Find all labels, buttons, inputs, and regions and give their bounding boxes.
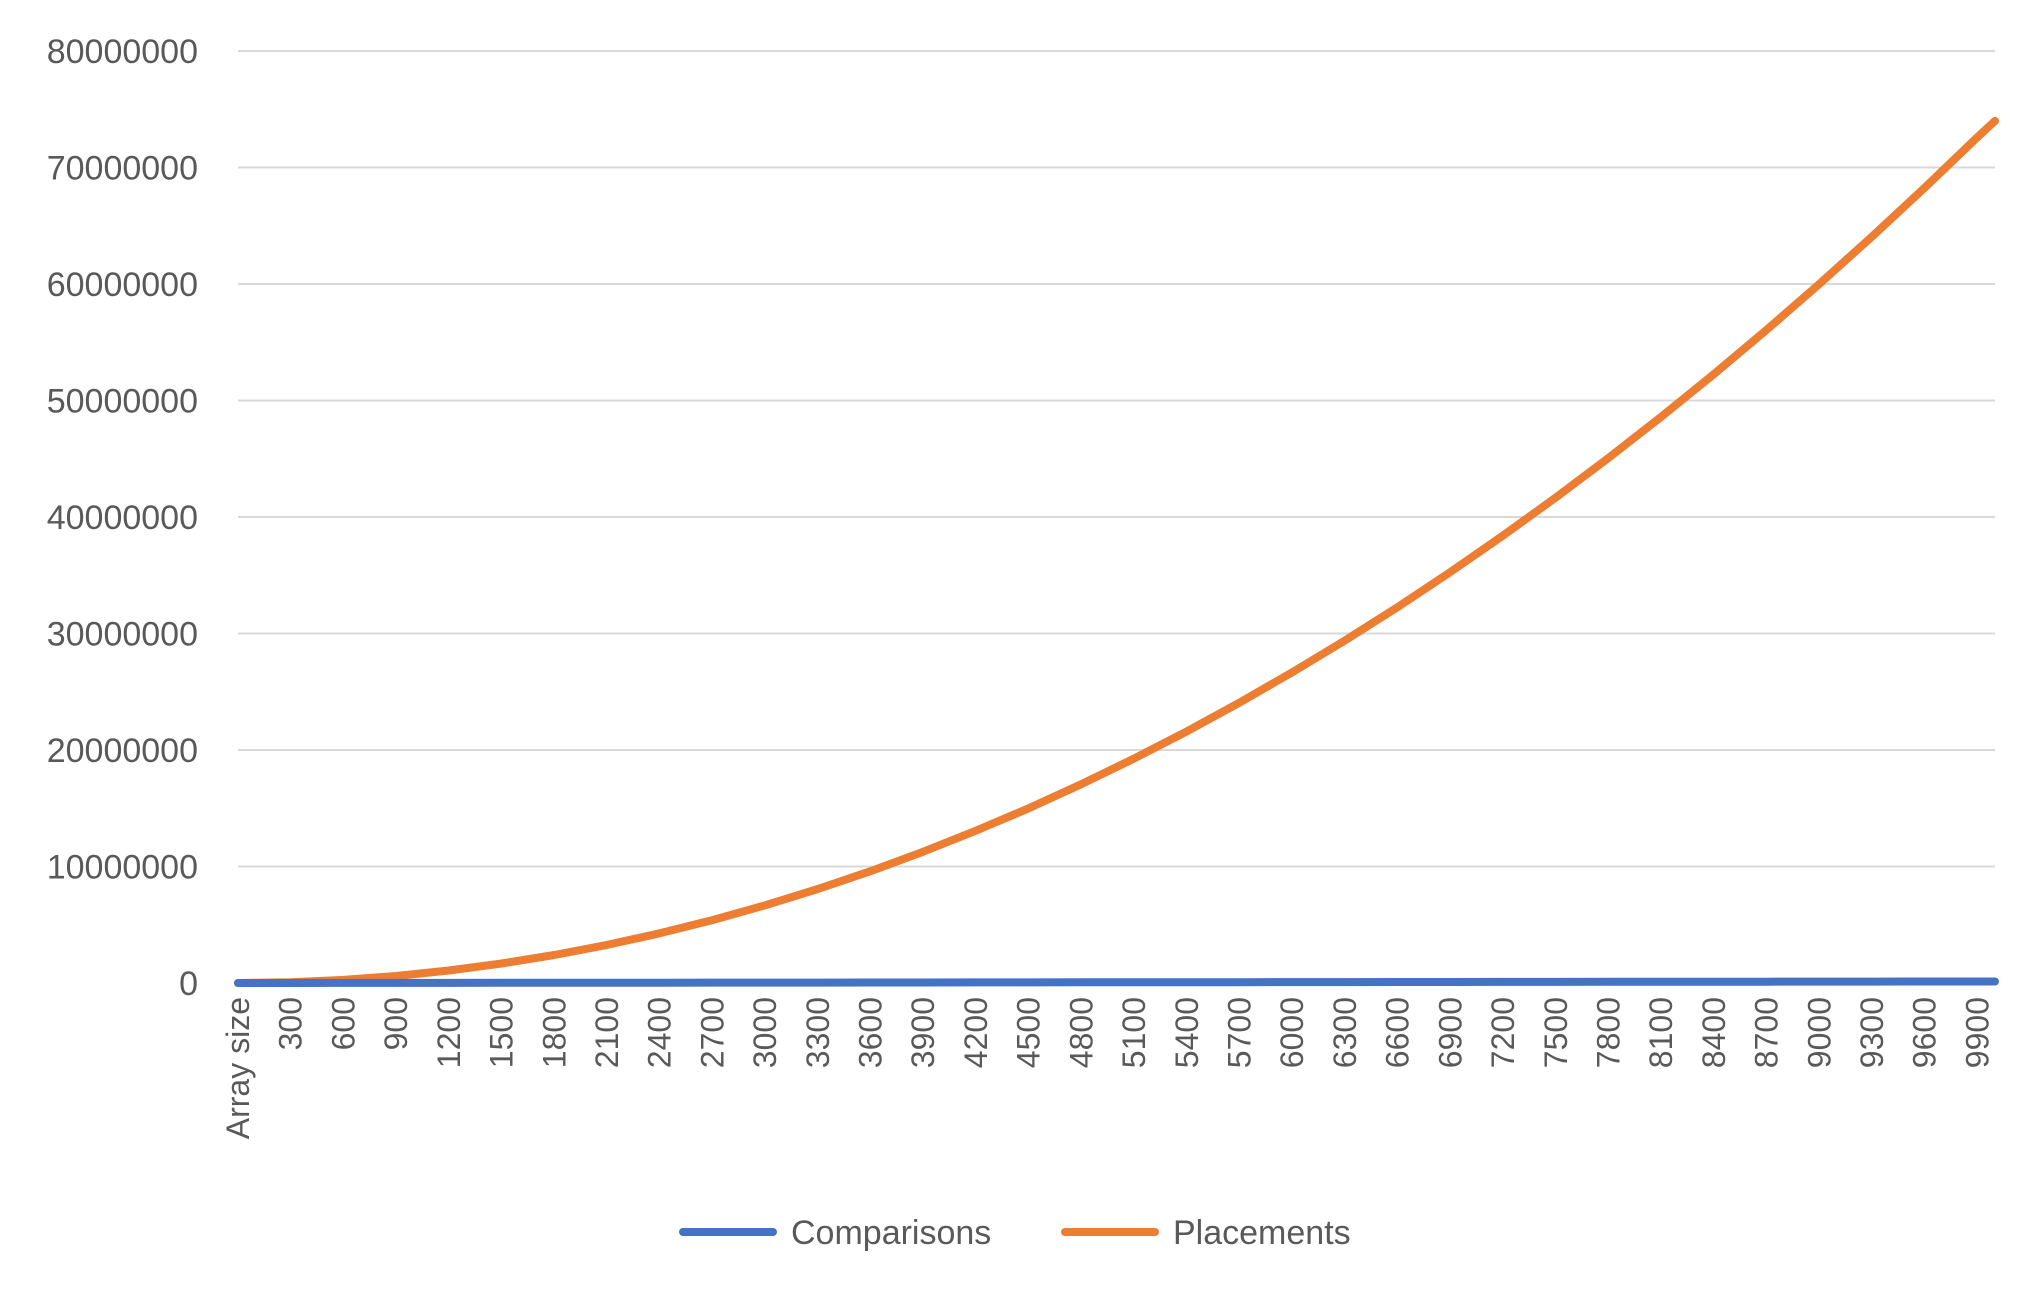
x-tick-label: 8400 — [1696, 997, 1732, 1068]
x-tick-label: 6300 — [1327, 997, 1363, 1068]
legend-label-placements: Placements — [1173, 1214, 1351, 1252]
y-tick-label: 70000000 — [47, 150, 198, 188]
legend-label-comparisons: Comparisons — [791, 1214, 991, 1252]
x-tick-label: 3900 — [905, 997, 941, 1068]
x-tick-label: 5100 — [1116, 997, 1152, 1068]
x-tick-label: 2700 — [694, 997, 730, 1068]
y-axis-tick-labels: 0 10000000 20000000 30000000 40000000 5000000… — [47, 33, 198, 1003]
legend: Comparisons Placements — [679, 1214, 1351, 1252]
series-lines — [234, 116, 1999, 987]
y-tick-label: 30000000 — [47, 616, 198, 654]
x-tick-label: 3600 — [853, 997, 889, 1068]
y-tick-label: 80000000 — [47, 33, 198, 71]
x-tick-label: 900 — [378, 997, 414, 1050]
y-tick-label: 60000000 — [47, 266, 198, 304]
x-tick-label: 1800 — [536, 997, 572, 1068]
y-tick-label: 0 — [179, 965, 198, 1003]
x-axis-tick-labels: Array size 300 600 900 1200 1500 1800 2100 2400 2… — [220, 997, 1995, 1139]
x-tick-label: 5700 — [1221, 997, 1257, 1068]
x-tick-label: 5400 — [1169, 997, 1205, 1068]
x-tick-label: 3300 — [800, 997, 836, 1068]
x-tick-label: 9900 — [1959, 997, 1995, 1068]
x-tick-label: 1500 — [484, 997, 520, 1068]
series-line-comparisons — [234, 977, 1999, 987]
y-tick-label: 40000000 — [47, 499, 198, 537]
x-tick-label: 9000 — [1801, 997, 1837, 1068]
x-tick-label: Array size — [220, 997, 256, 1139]
x-tick-label: 7200 — [1485, 997, 1521, 1068]
x-tick-label: 6000 — [1274, 997, 1310, 1068]
x-tick-label: 8700 — [1749, 997, 1785, 1068]
x-tick-label: 6900 — [1432, 997, 1468, 1068]
x-tick-label: 6600 — [1380, 997, 1416, 1068]
x-tick-label: 2100 — [589, 997, 625, 1068]
x-tick-label: 8100 — [1643, 997, 1679, 1068]
x-tick-label: 9600 — [1907, 997, 1943, 1068]
y-tick-label: 50000000 — [47, 383, 198, 421]
x-tick-label: 9300 — [1854, 997, 1890, 1068]
y-tick-label: 10000000 — [47, 849, 198, 887]
x-tick-label: 1200 — [431, 997, 467, 1068]
y-tick-label: 20000000 — [47, 732, 198, 770]
x-tick-label: 4200 — [958, 997, 994, 1068]
x-tick-label: 300 — [273, 997, 309, 1050]
x-tick-label: 7500 — [1538, 997, 1574, 1068]
x-tick-label: 4500 — [1011, 997, 1047, 1068]
x-tick-label: 600 — [325, 997, 361, 1050]
gridlines — [238, 50, 1995, 984]
x-tick-label: 3000 — [747, 997, 783, 1068]
series-line-placements — [234, 116, 1999, 987]
x-tick-label: 4800 — [1063, 997, 1099, 1068]
x-tick-label: 2400 — [642, 997, 678, 1068]
x-tick-label: 7800 — [1590, 997, 1626, 1068]
